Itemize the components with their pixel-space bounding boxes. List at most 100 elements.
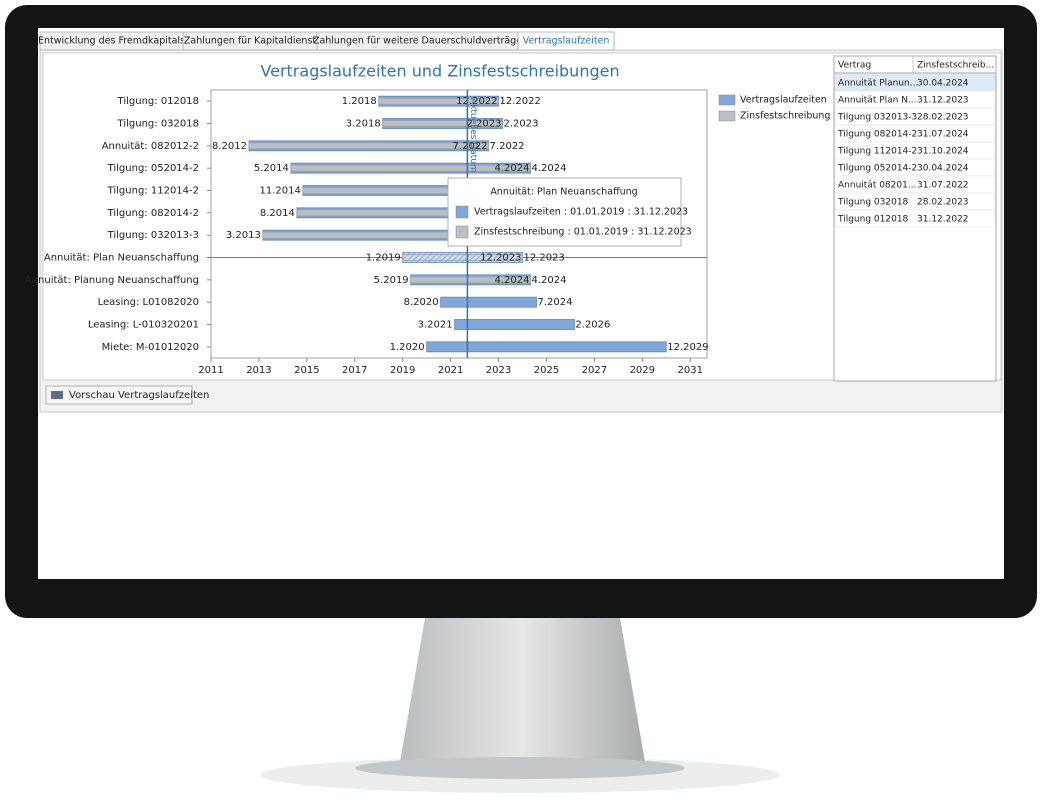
start-label: 8.2014	[260, 208, 295, 219]
table-header: Vertrag	[838, 61, 871, 71]
start-label: 5.2014	[254, 163, 289, 174]
monitor-stand	[400, 618, 645, 762]
tooltip-item: Vertragslaufzeiten : 01.01.2019 : 31.12.…	[474, 207, 688, 218]
category-label: Tilgung: 012018	[117, 96, 199, 107]
x-tick-label: 2011	[198, 365, 223, 376]
range-bar	[290, 164, 531, 172]
x-tick-label: 2017	[342, 365, 367, 376]
table-cell[interactable]: 31.07.2024	[917, 130, 969, 140]
start-label: 3.2013	[226, 230, 261, 241]
end-label: 7.2022	[453, 141, 488, 152]
end-label: 2.2023	[504, 119, 539, 130]
tab-label[interactable]: Zahlungen für Kapitaldienst	[184, 36, 316, 47]
category-label: Annuität: Plan Neuanschaffung	[44, 253, 199, 264]
x-tick-label: 2021	[438, 365, 463, 376]
category-label: Tilgung: 112014-2	[107, 186, 199, 197]
start-label: 3.2021	[418, 320, 453, 331]
x-tick-label: 2013	[246, 365, 271, 376]
tooltip-title: Annuität: Plan Neuanschaffung	[490, 187, 637, 198]
range-bar	[426, 341, 667, 353]
tab-label[interactable]: Entwicklung des Fremdkapitals	[38, 36, 185, 47]
category-label: Tilgung: 082014-2	[107, 208, 199, 219]
end-label: 12.2029	[667, 342, 708, 353]
x-tick-label: 2027	[582, 365, 607, 376]
category-label: Leasing: L01082020	[98, 297, 199, 308]
table-cell[interactable]: Tilgung 052014-2	[837, 164, 917, 174]
table-cell[interactable]: Annuität Plan N...	[838, 96, 917, 106]
category-label: Annuität: Planung Neuanschaffung	[25, 275, 199, 286]
x-tick-label: 2015	[294, 365, 319, 376]
print-icon	[51, 391, 63, 399]
table-cell[interactable]: 31.10.2024	[917, 147, 969, 157]
table-header: Zinsfestschreib...	[917, 61, 994, 71]
button-label[interactable]: Vorschau Vertragslaufzeiten	[69, 390, 209, 401]
table-cell[interactable]: 28.02.2023	[917, 198, 969, 208]
start-label: 1.2020	[390, 342, 425, 353]
range-bar	[454, 319, 575, 330]
table-cell[interactable]: Tilgung 112014-2	[837, 147, 917, 157]
end-label: 4.2024	[531, 275, 566, 286]
end-label: 7.2022	[490, 141, 525, 152]
x-tick-label: 2023	[486, 365, 511, 376]
table-cell[interactable]: Tilgung 082014-2	[837, 130, 917, 140]
end-label: 12.2022	[500, 96, 541, 107]
legend-swatch	[718, 110, 736, 122]
table-row[interactable]	[834, 209, 996, 228]
legend-label: Vertragslaufzeiten	[740, 95, 827, 106]
tab[interactable]	[517, 31, 615, 51]
table-cell[interactable]: 31.12.2022	[917, 215, 969, 225]
range-bar	[382, 120, 503, 127]
category-label: Leasing: L-010320201	[88, 320, 199, 331]
start-label: 5.2019	[374, 275, 409, 286]
table-cell[interactable]: Annuität 08201...	[838, 181, 916, 191]
start-label: 1.2019	[366, 253, 401, 264]
start-label: 1.2018	[342, 96, 377, 107]
range-bar	[378, 97, 499, 105]
tooltip-swatch	[455, 225, 469, 239]
range-bar	[440, 296, 537, 308]
start-label: 11.2014	[259, 186, 300, 197]
category-label: Annuität: 082012-2	[102, 141, 199, 152]
table-cell[interactable]: Tilgung 012018	[837, 215, 909, 225]
table-cell[interactable]: 30.04.2024	[917, 79, 969, 89]
start-label: 3.2018	[346, 119, 381, 130]
tooltip-item: Zinsfestschreibung : 01.01.2019 : 31.12.…	[474, 227, 692, 238]
current-date-label: Aktuelles Datum	[468, 98, 478, 173]
end-label: 2.2023	[467, 119, 502, 130]
category-label: Tilgung: 032013-3	[107, 230, 199, 241]
end-label: 4.2024	[494, 163, 529, 174]
table-cell[interactable]: 31.07.2022	[917, 181, 969, 191]
table-cell[interactable]: 30.04.2024	[917, 164, 969, 174]
end-label: 12.2023	[523, 253, 564, 264]
tab-label[interactable]: Vertragslaufzeiten	[523, 36, 610, 47]
range-bar	[402, 254, 523, 261]
preview-button[interactable]	[45, 385, 193, 405]
end-label: 2.2026	[575, 320, 610, 331]
x-tick-label: 2025	[534, 365, 559, 376]
category-label: Tilgung: 032018	[117, 119, 199, 130]
table-cell[interactable]: Tilgung 032018	[837, 198, 909, 208]
table-cell[interactable]: Tilgung 032013-3	[837, 113, 917, 123]
chart-title: Vertragslaufzeiten und Zinsfestschreibun…	[260, 62, 619, 81]
x-tick-label: 2019	[390, 365, 415, 376]
legend-swatch	[718, 94, 736, 106]
tooltip-swatch	[455, 205, 469, 219]
end-label: 7.2024	[537, 297, 572, 308]
end-label: 4.2024	[531, 163, 566, 174]
range-bar	[410, 276, 531, 284]
start-label: 8.2020	[404, 297, 439, 308]
table-cell[interactable]: 31.12.2023	[917, 96, 969, 106]
x-tick-label: 2029	[630, 365, 655, 376]
end-label: 12.2022	[456, 96, 497, 107]
end-label: 4.2024	[494, 275, 529, 286]
tab-label[interactable]: Zahlungen für weitere Dauerschuldverträg…	[313, 36, 522, 47]
table-cell[interactable]: 28.02.2023	[917, 113, 969, 123]
table-cell[interactable]: Annuität Planun...	[838, 79, 918, 89]
legend-label: Zinsfestschreibung	[740, 111, 830, 122]
category-label: Miete: M-01012020	[102, 342, 199, 353]
end-label: 12.2023	[480, 253, 521, 264]
tooltip	[447, 177, 682, 247]
x-tick-label: 2031	[678, 365, 703, 376]
start-label: 8.2012	[212, 141, 247, 152]
